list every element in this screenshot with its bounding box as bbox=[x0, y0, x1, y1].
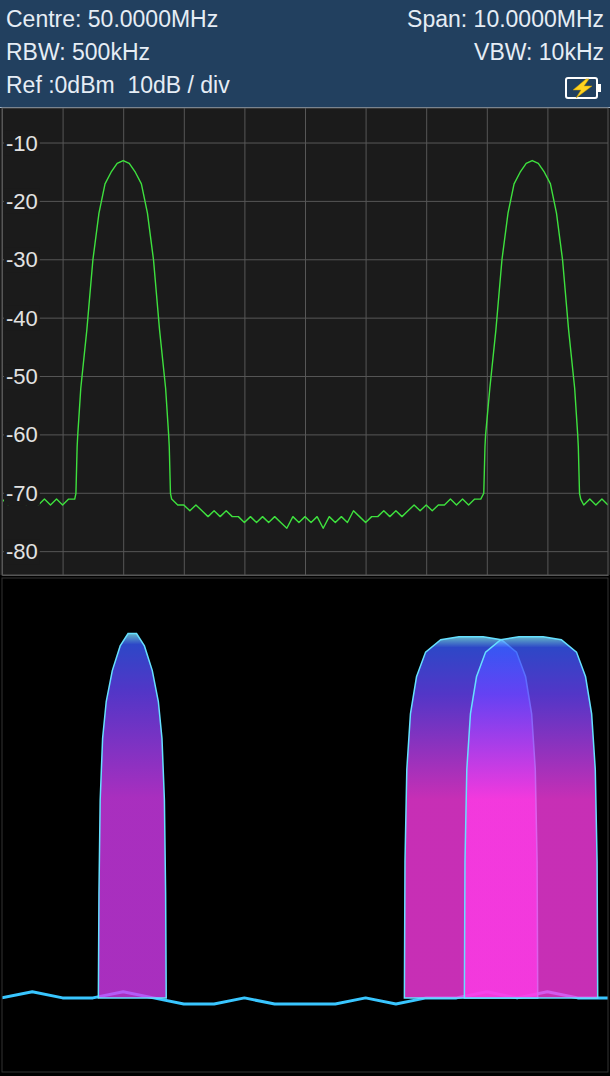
label-patch bbox=[4, 539, 40, 564]
header-text: VBW: 10kHz bbox=[474, 39, 604, 65]
tick bbox=[366, 108, 367, 575]
label-patch bbox=[4, 189, 40, 214]
tick: -20 bbox=[2, 189, 40, 214]
signal-area bbox=[98, 634, 166, 998]
label-patch bbox=[4, 364, 40, 389]
battery-bolt bbox=[573, 79, 592, 98]
plot-background bbox=[0, 576, 610, 1076]
tick: -40 bbox=[2, 306, 40, 331]
tick-label: -40 bbox=[6, 306, 38, 331]
header-background bbox=[0, 0, 610, 107]
tick bbox=[123, 108, 124, 575]
plot-area bbox=[2, 634, 608, 1005]
label-patch bbox=[4, 422, 40, 447]
tick: -50 bbox=[2, 364, 40, 389]
grid-line bbox=[366, 108, 367, 575]
tick: -60 bbox=[2, 422, 40, 447]
plot-frame bbox=[2, 578, 608, 1072]
x-axis bbox=[3, 108, 609, 576]
tick bbox=[487, 108, 488, 575]
battery-nub bbox=[597, 84, 601, 92]
tick: -10 bbox=[2, 131, 40, 156]
y-axis: -10 -20 -30 -40 -50 -60 -70 -80 bbox=[2, 109, 40, 576]
tick bbox=[305, 108, 306, 575]
tick: -30 bbox=[2, 247, 40, 272]
tick-label: -80 bbox=[6, 539, 38, 564]
tick-label: -20 bbox=[6, 189, 38, 214]
header-text: Span: 10.0000MHz bbox=[407, 6, 604, 32]
tick: -80 bbox=[2, 539, 40, 564]
signal-area bbox=[464, 637, 597, 998]
plot-background bbox=[0, 108, 610, 575]
tick-label: -60 bbox=[6, 422, 38, 447]
header-text: Centre: 50.0000MHz bbox=[6, 6, 218, 32]
label-patch bbox=[4, 131, 40, 156]
label-patch bbox=[4, 481, 40, 506]
tick-label: -50 bbox=[6, 364, 38, 389]
plot-area bbox=[2, 161, 608, 529]
tick-label: -10 bbox=[6, 131, 38, 156]
tick-label: -30 bbox=[6, 247, 38, 272]
tick: -70 bbox=[2, 481, 40, 506]
label-patch bbox=[4, 247, 40, 272]
tick bbox=[244, 108, 245, 575]
trace bbox=[2, 161, 608, 529]
grid-line bbox=[123, 108, 124, 575]
screen: Centre: 50.0000MHz Span: 10.0000MHz RBW: 5… bbox=[0, 0, 610, 1076]
header-text: RBW: 500kHz bbox=[6, 39, 150, 65]
axis-line bbox=[2, 109, 3, 576]
grid-line bbox=[487, 108, 488, 575]
label-patch bbox=[4, 306, 40, 331]
battery-body bbox=[566, 78, 597, 98]
grid-line bbox=[305, 108, 306, 575]
grid-line bbox=[244, 108, 245, 575]
tick-label: -70 bbox=[6, 481, 38, 506]
battery-icon bbox=[566, 78, 601, 98]
plot-frame bbox=[2, 108, 608, 575]
header-text: Ref :0dBm 10dB / div bbox=[6, 72, 230, 98]
